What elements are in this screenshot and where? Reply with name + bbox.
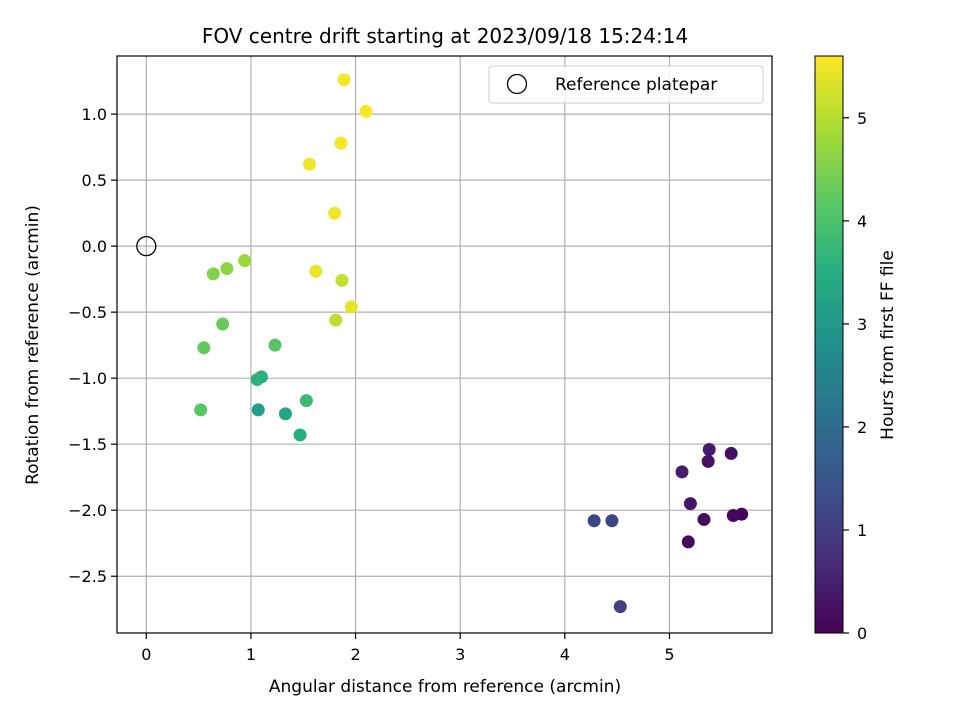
colorbar-label: Hours from first FF file <box>878 250 898 440</box>
legend-reference-marker <box>506 73 528 95</box>
data-point <box>724 446 738 460</box>
y-tick-label: −2.5 <box>68 567 107 586</box>
data-point <box>278 407 292 421</box>
data-point <box>220 262 234 276</box>
data-point <box>268 338 282 352</box>
data-point <box>702 442 716 456</box>
data-point <box>251 403 265 417</box>
data-point <box>613 600 627 614</box>
plot-frame <box>116 55 773 634</box>
data-point <box>238 254 252 268</box>
y-tick-label: 0.0 <box>82 237 107 256</box>
colorbar-tick-label: 1 <box>857 521 867 540</box>
data-point <box>726 508 740 522</box>
y-axis-title: Rotation from reference (arcmin) <box>23 205 43 485</box>
data-point <box>605 514 619 528</box>
data-point <box>206 267 220 281</box>
colorbar-tick-label: 0 <box>857 624 867 643</box>
colorbar-tick-label: 4 <box>857 212 867 231</box>
data-point <box>675 465 689 479</box>
data-point <box>293 428 307 442</box>
y-tick-label: −1.0 <box>68 369 107 388</box>
x-axis-ticks: 0 1 2 3 4 5 <box>141 633 675 664</box>
data-point <box>359 104 373 118</box>
data-point <box>197 341 211 355</box>
data-point <box>309 264 323 278</box>
colorbar-ticks: 0 1 2 3 4 5 <box>843 109 867 643</box>
y-tick-label: −1.5 <box>68 435 107 454</box>
x-tick-label: 4 <box>560 645 570 664</box>
legend: Reference platepar <box>488 65 764 104</box>
y-tick-label: −2.0 <box>68 501 107 520</box>
grid-lines <box>117 56 772 633</box>
colorbar-tick-label: 3 <box>857 315 867 334</box>
data-point <box>335 273 349 287</box>
x-tick-label: 2 <box>350 645 360 664</box>
data-point <box>299 394 313 408</box>
colorbar-gradient <box>814 55 844 634</box>
data-point <box>701 454 715 468</box>
y-tick-label: 0.5 <box>82 171 107 190</box>
colorbar-tick-label: 5 <box>857 109 867 128</box>
data-point <box>681 535 695 549</box>
y-axis-ticks: −2.5 −2.0 −1.5 −1.0 −0.5 0.0 0.5 1.0 <box>68 105 117 586</box>
legend-label-reference: Reference platepar <box>555 75 717 95</box>
colorbar-tick-label: 2 <box>857 418 867 437</box>
data-points <box>194 73 749 614</box>
x-axis-title: Angular distance from reference (arcmin) <box>269 677 621 697</box>
data-point <box>303 157 317 171</box>
reference-marker-group <box>136 235 157 257</box>
x-tick-label: 5 <box>664 645 674 664</box>
data-point <box>683 497 697 511</box>
data-point <box>250 372 264 386</box>
chart-title: FOV centre drift starting at 2023/09/18 … <box>202 24 688 48</box>
y-tick-label: −0.5 <box>68 303 107 322</box>
data-point <box>334 136 348 150</box>
data-point <box>697 512 711 526</box>
data-point <box>194 403 208 417</box>
data-point <box>328 206 342 220</box>
x-tick-label: 3 <box>455 645 465 664</box>
data-point <box>587 514 601 528</box>
y-tick-label: 1.0 <box>82 105 107 124</box>
reference-marker <box>136 235 157 257</box>
data-point <box>216 317 230 331</box>
data-point <box>337 73 351 87</box>
colorbar: 0 1 2 3 4 5 Hours from first FF file <box>814 55 898 643</box>
data-point <box>329 313 343 327</box>
legend-box <box>488 65 764 104</box>
x-tick-label: 1 <box>246 645 256 664</box>
x-tick-label: 0 <box>141 645 151 664</box>
data-point <box>344 300 358 314</box>
